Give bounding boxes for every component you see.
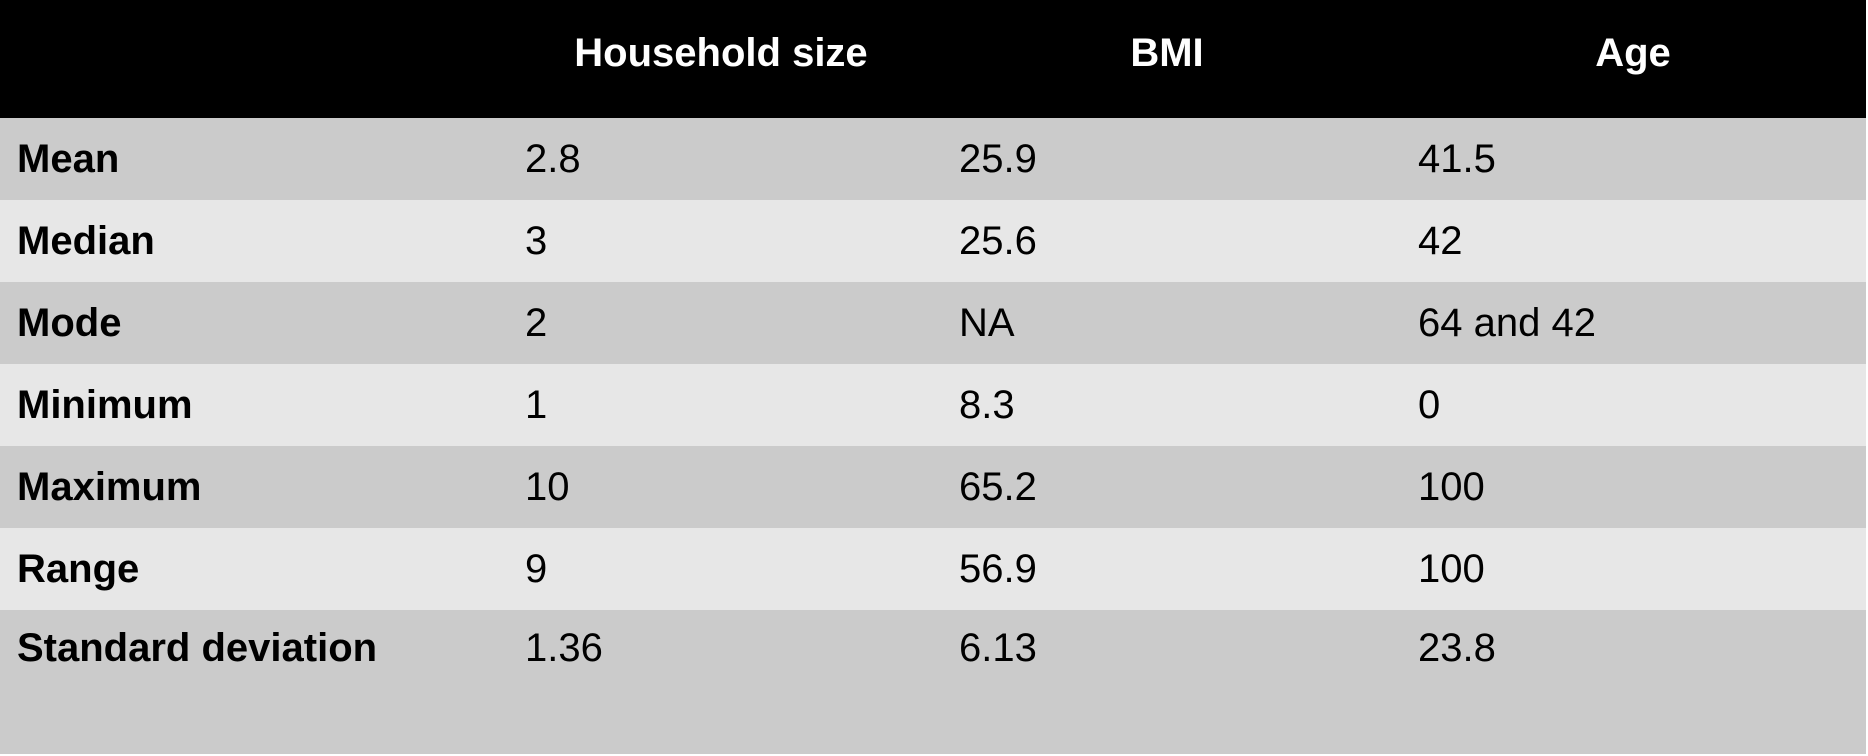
cell-bmi: 25.9 <box>959 136 1037 181</box>
cell-household-size: 9 <box>525 546 548 591</box>
table-row: Mean 2.8 25.9 41.5 <box>0 118 1866 200</box>
table-row: Range 9 56.9 100 <box>0 528 1866 610</box>
cell-household-size: 3 <box>525 218 548 263</box>
header-cell-blank <box>0 0 508 118</box>
table-row: Mode 2 NA 64 and 42 <box>0 282 1866 364</box>
header-cell-bmi: BMI <box>1130 30 1204 75</box>
cell-age: 41.5 <box>1418 136 1496 181</box>
header-row: Household size BMI Age <box>0 0 1866 118</box>
cell-household-size: 10 <box>525 464 570 509</box>
row-label-mode: Mode <box>17 300 122 345</box>
cell-bmi: NA <box>959 300 1015 345</box>
cell-age: 0 <box>1418 382 1441 427</box>
cell-bmi: 6.13 <box>959 626 1037 670</box>
row-label-standard-deviation: Standard deviation <box>17 626 378 670</box>
cell-age: 100 <box>1418 464 1485 509</box>
table-header: Household size BMI Age <box>0 0 1866 118</box>
header-cell-age: Age <box>1595 30 1671 75</box>
header-cell-household-size: Household size <box>574 30 868 75</box>
cell-household-size: 2 <box>525 300 548 345</box>
table-body: Mean 2.8 25.9 41.5 Median 3 25.6 42 Mode… <box>0 118 1866 754</box>
cell-age: 42 <box>1418 218 1463 263</box>
cell-age: 100 <box>1418 546 1485 591</box>
cell-household-size: 2.8 <box>525 136 581 181</box>
cell-household-size: 1 <box>525 382 548 427</box>
table-row: Median 3 25.6 42 <box>0 200 1866 282</box>
cell-bmi: 56.9 <box>959 546 1037 591</box>
table-row: Minimum 1 8.3 0 <box>0 364 1866 446</box>
cell-household-size: 1.36 <box>525 626 603 670</box>
table-row: Standard deviation 1.36 6.13 23.8 <box>0 610 1866 754</box>
cell-bmi: 65.2 <box>959 464 1037 509</box>
row-label-median: Median <box>17 218 155 263</box>
table-row: Maximum 10 65.2 100 <box>0 446 1866 528</box>
row-label-minimum: Minimum <box>17 382 193 427</box>
row-label-mean: Mean <box>17 136 120 181</box>
row-label-range: Range <box>17 546 140 591</box>
cell-age: 64 and 42 <box>1418 300 1596 345</box>
row-label-maximum: Maximum <box>17 464 202 509</box>
cell-age: 23.8 <box>1418 626 1496 670</box>
cell-bmi: 8.3 <box>959 382 1015 427</box>
cell-bmi: 25.6 <box>959 218 1037 263</box>
